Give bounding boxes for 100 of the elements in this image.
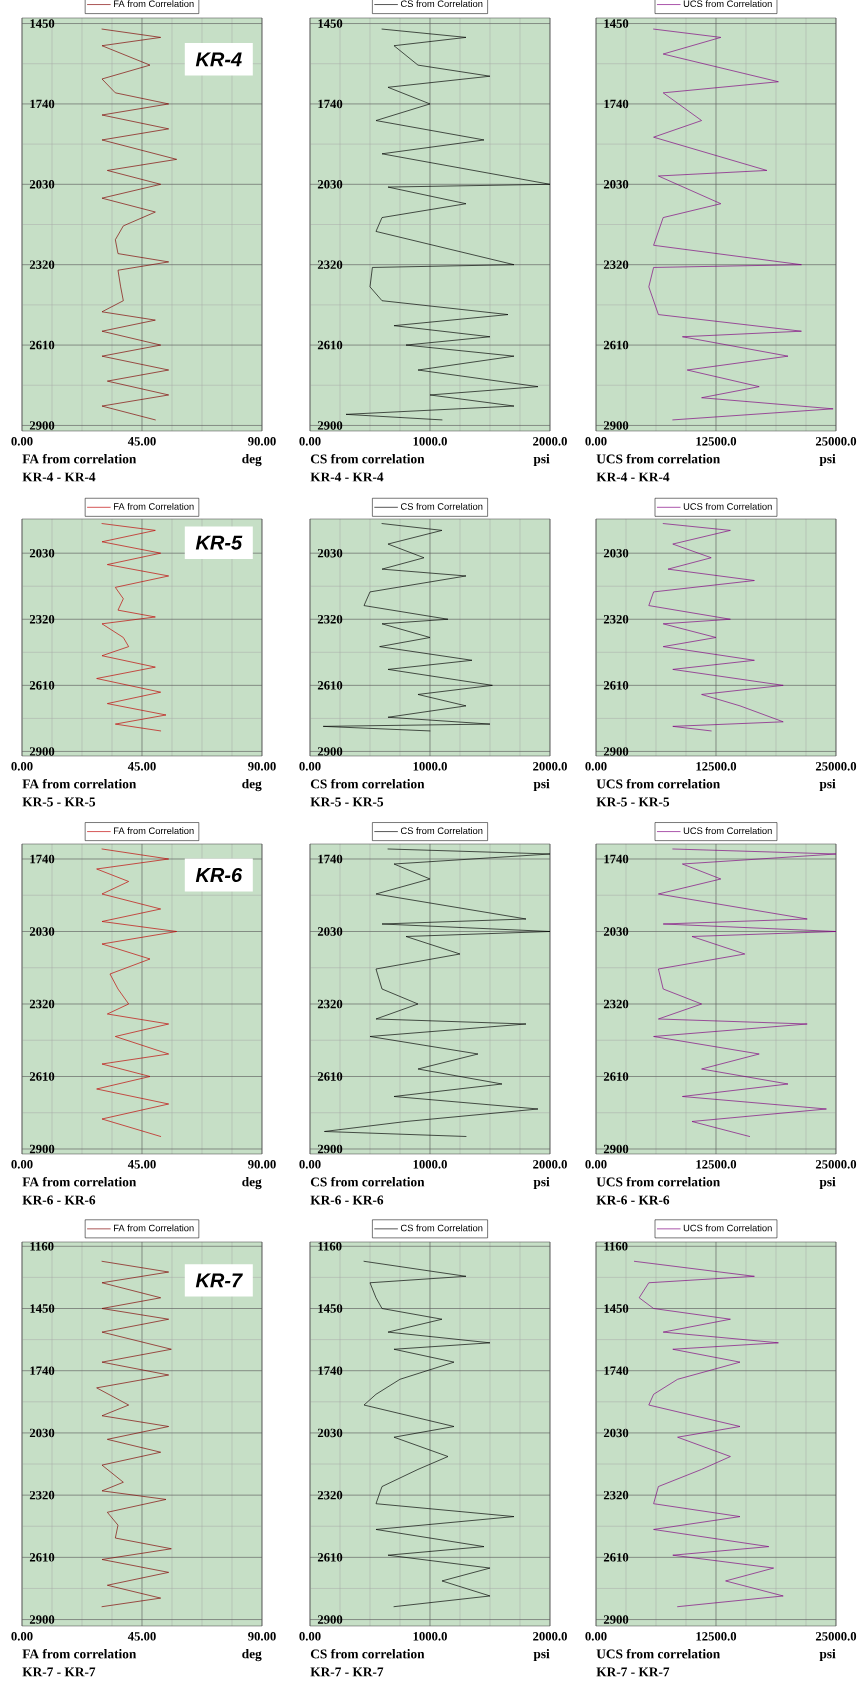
x-tick-label: 0.00: [585, 1632, 607, 1641]
text: KR-4 - KR-4: [310, 472, 384, 482]
y-tick-label: 1740: [318, 1366, 343, 1375]
x-tick-label: 12500.0: [696, 762, 737, 771]
y-tick-label: 2610: [603, 340, 629, 350]
y-tick-label: 2320: [29, 999, 55, 1009]
x-tick-label: 25000.0: [815, 437, 857, 446]
x-tick-label: 25000.0: [815, 1632, 857, 1641]
y-tick-label: 2320: [317, 614, 343, 624]
legend-label: FA from Correlation: [114, 827, 194, 835]
text: KR-4 - KR-4: [596, 472, 670, 482]
text: psi: [819, 1648, 836, 1662]
x-tick-label: 0.00: [11, 1160, 33, 1169]
y-tick-label: 1740: [30, 854, 55, 864]
text: psi: [533, 1176, 550, 1190]
y-tick-label: 1450: [30, 19, 55, 28]
x-axis-title: UCS from correlation: [596, 453, 720, 464]
y-tick-label: 2900: [29, 747, 55, 756]
text: deg: [242, 1176, 262, 1190]
y-tick-label: 1450: [604, 1304, 629, 1313]
x-axis-title: CS from correlation: [310, 453, 425, 464]
x-axis-title: FA from correlation: [22, 778, 137, 789]
annotation: KR-5: [195, 535, 243, 550]
x-tick-label: 45.00: [127, 1632, 156, 1641]
x-axis-title: UCS from correlation: [596, 1648, 720, 1659]
text: psi: [533, 453, 550, 467]
line-series: [96, 848, 177, 1137]
legend-label: FA from Correlation: [114, 502, 194, 510]
y-tick-label: 1160: [318, 1242, 342, 1251]
x-tick-label: 0.00: [299, 1632, 321, 1641]
y-tick-label: 2320: [603, 1490, 629, 1500]
y-tick-label: 1740: [30, 1366, 55, 1375]
y-tick-label: 2320: [29, 614, 55, 624]
legend-label: UCS from Correlation: [683, 0, 772, 8]
x-tick-label: 0.00: [585, 437, 607, 446]
x-tick-label: 90.00: [248, 1160, 276, 1169]
x-axis-title: CS from correlation: [310, 1176, 425, 1187]
text: KR-5 - KR-5: [22, 797, 96, 807]
x-tick-label: 1000.0: [413, 1160, 447, 1169]
text: psi: [819, 778, 836, 792]
line-series: [96, 1260, 172, 1608]
y-tick-label: 2900: [317, 1615, 343, 1624]
x-tick-label: 2000.0: [533, 762, 567, 771]
text: psi: [533, 778, 550, 792]
annotation: KR-6: [195, 867, 243, 883]
line-series: [101, 28, 177, 421]
text: KR-4 - KR-4: [22, 472, 96, 482]
x-tick-label: 0.00: [299, 437, 321, 446]
x-tick-label: 90.00: [248, 437, 276, 446]
x-axis-title: CS from correlation: [310, 1648, 425, 1659]
y-tick-label: 2900: [29, 1615, 55, 1624]
line-series: [345, 28, 551, 421]
y-tick-label: 2900: [603, 1144, 629, 1154]
x-tick-label: 0.00: [11, 1632, 33, 1641]
x-axis-title: CS from correlation: [310, 778, 425, 789]
y-tick-label: 2610: [603, 1553, 629, 1562]
y-tick-label: 2610: [29, 1553, 55, 1562]
x-tick-label: 45.00: [127, 437, 156, 446]
y-tick-label: 2320: [603, 614, 629, 624]
y-tick-label: 2030: [603, 927, 629, 936]
y-tick-label: 2030: [29, 548, 55, 558]
text: KR-7 - KR-7: [596, 1667, 670, 1677]
line-series: [634, 1260, 784, 1608]
y-tick-label: 2900: [29, 421, 55, 430]
y-tick-label: 2320: [29, 260, 55, 269]
y-tick-label: 2900: [317, 421, 343, 430]
x-tick-label: 2000.0: [533, 1160, 567, 1169]
x-tick-label: 90.00: [248, 1632, 276, 1641]
y-tick-label: 1160: [604, 1242, 628, 1251]
y-tick-label: 2610: [317, 1553, 343, 1562]
y-tick-label: 2900: [603, 1615, 629, 1624]
x-tick-label: 12500.0: [696, 437, 737, 446]
legend-label: CS from Correlation: [400, 827, 483, 835]
x-axis-title: FA from correlation: [22, 1648, 137, 1659]
y-tick-label: 1740: [318, 99, 343, 109]
text: KR-7 - KR-7: [22, 1667, 96, 1677]
line-series: [648, 28, 834, 421]
y-tick-label: 2320: [603, 999, 629, 1009]
y-tick-label: 2030: [317, 548, 343, 558]
x-tick-label: 25000.0: [815, 1160, 857, 1169]
x-tick-label: 1000.0: [413, 1632, 447, 1641]
y-tick-label: 2030: [29, 180, 55, 189]
y-tick-label: 2030: [317, 927, 343, 936]
y-tick-label: 2030: [29, 1428, 55, 1438]
y-tick-label: 2900: [603, 747, 629, 756]
x-tick-label: 0.00: [585, 1160, 607, 1169]
y-tick-label: 2030: [603, 548, 629, 558]
x-tick-label: 2000.0: [533, 1632, 567, 1641]
y-tick-label: 2610: [29, 1072, 55, 1081]
y-tick-label: 2030: [317, 180, 343, 189]
x-tick-label: 90.00: [248, 762, 276, 771]
y-tick-label: 2320: [317, 999, 343, 1009]
x-tick-label: 12500.0: [696, 1632, 737, 1641]
y-tick-label: 2900: [317, 1144, 343, 1154]
y-tick-label: 2900: [603, 421, 629, 430]
annotation: KR-7: [195, 1273, 243, 1288]
line-series: [363, 1260, 515, 1608]
y-tick-label: 1450: [318, 19, 343, 28]
text: KR-7 - KR-7: [310, 1667, 384, 1677]
y-tick-label: 1740: [318, 854, 343, 864]
